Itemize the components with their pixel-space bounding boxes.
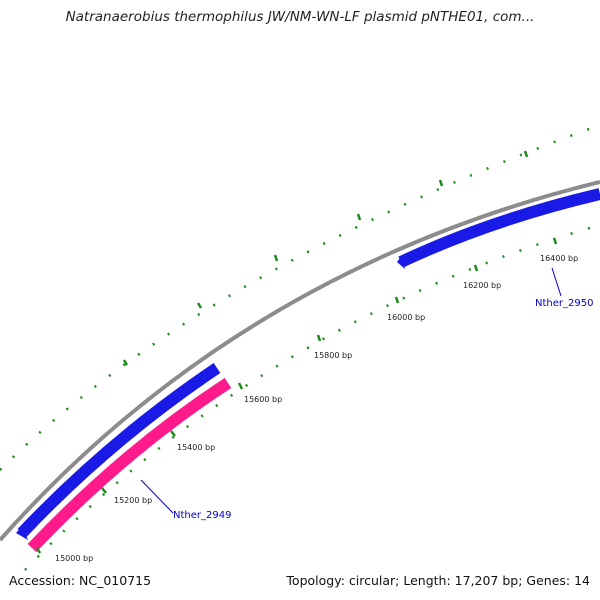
gene-arc-nther-2950[interactable]	[398, 188, 600, 268]
outer-tick-marks	[122, 150, 529, 366]
inner-dotted-ring	[24, 226, 591, 571]
map-title: Natranaerobius thermophilus JW/NM-WN-LF …	[65, 9, 535, 25]
gene-label-nther-2950[interactable]: Nther_2950	[535, 298, 593, 309]
tick-mark-15400	[170, 430, 176, 437]
accession-label: Accession: NC_010715	[9, 573, 152, 588]
gene-arc-forward-lower-arrowhead	[16, 526, 28, 540]
tick-label-15800: 15800 bp	[314, 351, 352, 360]
tick-label-15400: 15400 bp	[177, 443, 215, 452]
gene-arc-nther-2950-arrowhead	[397, 255, 405, 269]
tick-label-16400: 16400 bp	[540, 254, 578, 263]
tick-label-15000: 15000 bp	[55, 554, 93, 563]
tick-mark-16400	[552, 237, 558, 245]
leader-line-nther-2949	[140, 479, 174, 514]
tick-label-16000: 16000 bp	[387, 313, 425, 322]
gene-label-nther-2949[interactable]: Nther_2949	[173, 510, 231, 521]
gene-arc-nther-2949[interactable]	[27, 377, 232, 553]
tick-mark-15600	[237, 382, 244, 390]
topology-summary: Topology: circular; Length: 17,207 bp; G…	[286, 573, 590, 588]
tick-label-16200: 16200 bp	[463, 281, 501, 290]
tick-mark-15200	[101, 487, 107, 494]
leader-line-nther-2950	[551, 267, 562, 297]
tick-mark-16000	[394, 296, 400, 304]
tick-label-15600: 15600 bp	[244, 395, 282, 404]
inner-tick-marks	[35, 237, 558, 554]
tick-mark-16200	[473, 264, 479, 272]
tick-mark-15000	[35, 547, 42, 554]
tick-label-15200: 15200 bp	[114, 496, 152, 505]
backbone-ring	[0, 180, 600, 542]
tick-mark-15800	[316, 334, 322, 342]
gene-arc-forward-lower[interactable]	[17, 363, 221, 538]
